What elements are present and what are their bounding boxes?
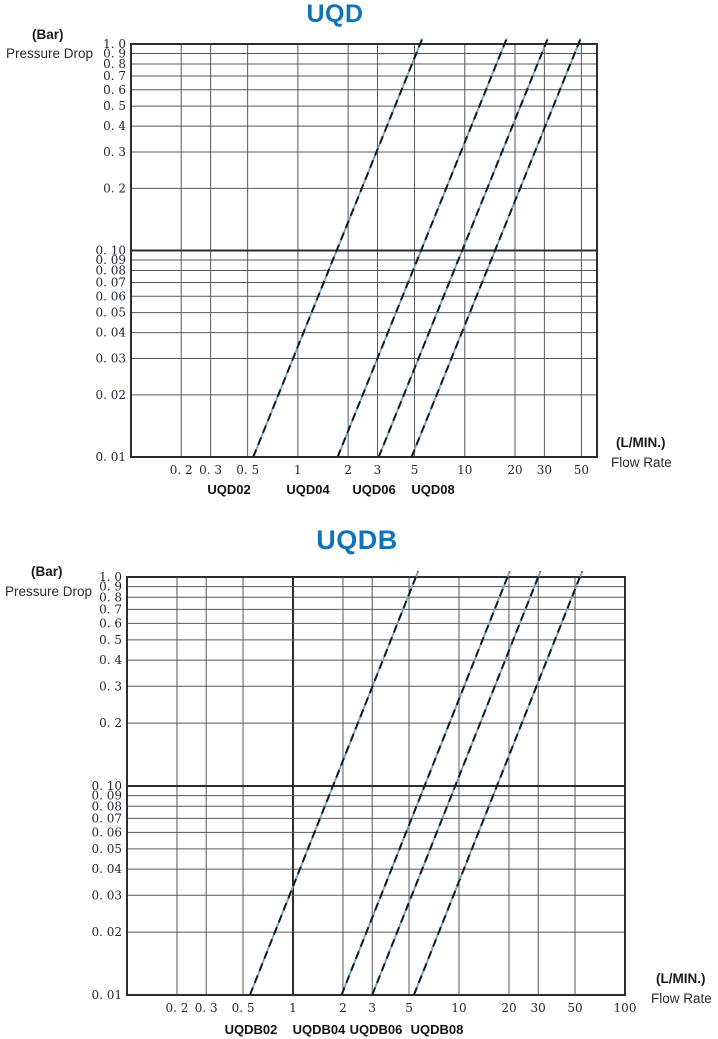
x-tick-label: 50 xyxy=(574,463,589,477)
y-tick-label: 0. 3 xyxy=(103,145,126,159)
x-tick-label: 2 xyxy=(339,1001,347,1015)
y-axis-label-uqd: Pressure Drop xyxy=(6,46,94,61)
x-tick-label: 10 xyxy=(457,463,472,477)
x-axis-unit-uqdb: (L/MIN.) xyxy=(656,971,706,986)
y-tick-label: 0. 06 xyxy=(91,825,122,839)
y-tick-label: 0. 03 xyxy=(91,888,122,902)
y-tick-label: 0. 05 xyxy=(91,842,122,856)
series-label-uqd06: UQD06 xyxy=(352,482,396,497)
series-UQDB04 xyxy=(340,571,511,996)
y-tick-label: 0. 9 xyxy=(103,46,126,60)
y-tick-label: 0. 2 xyxy=(103,181,126,195)
y-tick-label: 0. 07 xyxy=(95,275,126,289)
y-tick-label: 0. 06 xyxy=(95,289,126,303)
y-axis-unit-uqdb: (Bar) xyxy=(31,564,63,579)
y-tick-label: 0. 7 xyxy=(99,602,122,616)
x-tick-label: 30 xyxy=(537,463,552,477)
x-tick-label: 50 xyxy=(567,1001,582,1015)
y-tick-label: 0. 6 xyxy=(103,83,126,97)
y-tick-label: 0. 07 xyxy=(91,811,122,825)
y-tick-label: 0. 2 xyxy=(99,716,122,730)
x-tick-label: 20 xyxy=(501,1001,516,1015)
y-tick-label: 0. 03 xyxy=(95,351,126,365)
x-tick-label: 2 xyxy=(344,463,352,477)
y-tick-label: 0. 8 xyxy=(103,57,126,71)
y-tick-label: 0. 05 xyxy=(95,306,126,320)
plot-frame xyxy=(130,43,598,458)
y-tick-label: 0. 10 xyxy=(91,779,122,793)
series-label-uqd02: UQD02 xyxy=(207,482,251,497)
series-UQDB02 xyxy=(248,571,420,996)
y-tick-label: 0. 01 xyxy=(95,450,126,464)
series-UQD04 xyxy=(336,38,508,458)
series-label-uqd08: UQD08 xyxy=(411,482,455,497)
x-tick-label: 3 xyxy=(374,463,382,477)
y-tick-label: 1. 0 xyxy=(99,570,122,584)
y-tick-label: 0. 04 xyxy=(91,862,122,876)
y-tick-label: 0. 9 xyxy=(99,580,122,594)
x-tick-label: 0. 2 xyxy=(170,463,193,477)
y-tick-label: 0. 7 xyxy=(103,69,126,83)
x-tick-label: 0. 5 xyxy=(232,1001,255,1015)
y-tick-label: 0. 4 xyxy=(103,119,126,133)
y-tick-label: 0. 4 xyxy=(99,653,122,667)
y-tick-label: 0. 01 xyxy=(91,988,122,1002)
x-tick-label: 5 xyxy=(405,1001,413,1015)
series-UQD02 xyxy=(252,38,424,458)
y-tick-label: 0. 09 xyxy=(95,253,126,267)
series-label-uqd04: UQD04 xyxy=(286,482,330,497)
y-axis-unit-uqd: (Bar) xyxy=(32,27,64,42)
y-tick-label: 0. 5 xyxy=(103,99,126,113)
x-tick-label: 0. 5 xyxy=(236,463,259,477)
y-tick-label: 0. 02 xyxy=(95,388,126,402)
y-tick-label: 0. 02 xyxy=(91,925,122,939)
y-tick-label: 0. 3 xyxy=(99,679,122,693)
x-tick-label: 20 xyxy=(507,463,522,477)
y-axis-label-uqdb: Pressure Drop xyxy=(5,584,93,599)
y-tick-label: 0. 04 xyxy=(95,326,126,340)
x-tick-label: 1 xyxy=(294,463,302,477)
x-tick-label: 100 xyxy=(614,1001,637,1015)
y-tick-label: 0. 8 xyxy=(99,590,122,604)
plot-frame xyxy=(126,576,626,996)
x-tick-label: 0. 3 xyxy=(195,1001,218,1015)
x-axis-label-uqd: Flow Rate xyxy=(611,455,672,470)
plot-area-uqd: 0. 2 0. 3 0. 5 1 2 3 5 10 20 30 50 1. 00. 90. 80. 7… xyxy=(95,37,598,477)
y-tick-label: 0. 08 xyxy=(95,264,126,278)
y-tick-label: 0. 5 xyxy=(99,633,122,647)
series-UQDB06 xyxy=(371,571,542,996)
x-tick-label: 3 xyxy=(368,1001,376,1015)
x-tick-label: 30 xyxy=(531,1001,546,1015)
series-UQD06 xyxy=(377,38,549,458)
x-tick-label: 1 xyxy=(289,1001,297,1015)
x-tick-label: 10 xyxy=(451,1001,466,1015)
series-label-uqdb08: UQDB08 xyxy=(410,1022,464,1037)
series-UQD08 xyxy=(410,38,582,458)
series-label-uqdb02: UQDB02 xyxy=(224,1022,278,1037)
x-tick-label: 0. 2 xyxy=(166,1001,189,1015)
y-tick-label: 1. 0 xyxy=(103,37,126,51)
y-tick-label: 0. 08 xyxy=(91,799,122,813)
series-UQDB08 xyxy=(412,571,584,996)
x-axis-unit-uqd: (L/MIN.) xyxy=(616,435,666,450)
chart-title-uqdb: UQDB xyxy=(316,525,398,555)
y-tick-label: 0. 09 xyxy=(91,789,122,803)
chart-title-uqd: UQD xyxy=(306,0,364,28)
y-tick-label: 0. 6 xyxy=(99,616,122,630)
series-label-uqdb04: UQDB04 xyxy=(292,1022,346,1037)
x-axis-label-uqdb: Flow Rate xyxy=(651,991,712,1006)
x-tick-label: 0. 3 xyxy=(199,463,222,477)
x-tick-label: 5 xyxy=(411,463,419,477)
series-label-uqdb06: UQDB06 xyxy=(349,1022,403,1037)
y-tick-label: 0. 10 xyxy=(95,244,126,258)
